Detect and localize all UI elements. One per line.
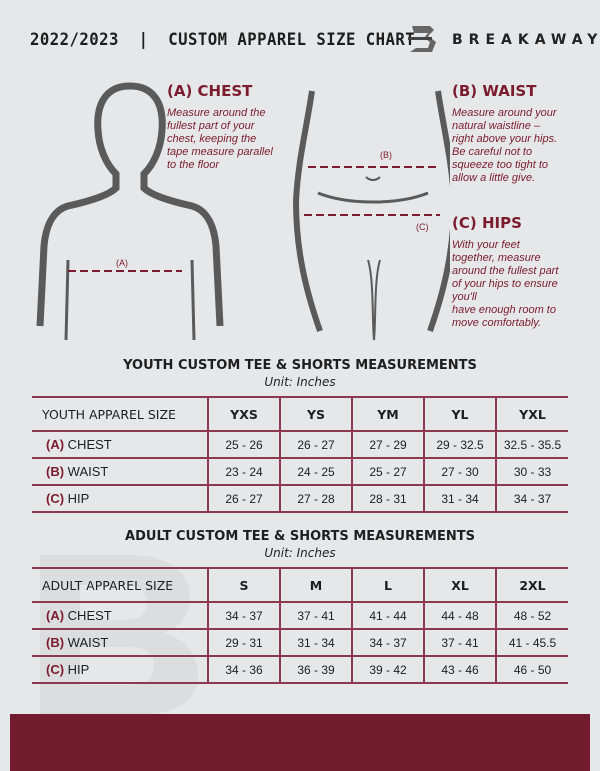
- waist-marker: (B): [380, 150, 392, 160]
- measurement-value: 29 - 31: [207, 629, 280, 657]
- youth-unit: Unit: Inches: [264, 375, 336, 389]
- waist-hips-figure-illustration: [292, 90, 450, 341]
- measurement-value: 28 - 31: [351, 485, 424, 513]
- measurement-value: 37 - 41: [423, 629, 496, 657]
- measurement-value: 37 - 41: [279, 602, 352, 630]
- size-header: S: [207, 568, 280, 603]
- table-row: (C) HIP 26 - 27 27 - 28 28 - 31 31 - 34 34 - …: [32, 485, 568, 513]
- measurement-value: 48 - 52: [495, 602, 568, 630]
- measurement-value: 31 - 34: [423, 485, 496, 513]
- size-header: XL: [423, 568, 496, 603]
- size-header: 2XL: [495, 568, 568, 603]
- size-header: YS: [279, 397, 352, 432]
- chest-instructions: Measure around the fullest part of your ch…: [167, 107, 273, 171]
- measurement-value: 34 - 37: [207, 602, 280, 630]
- adult-unit: Unit: Inches: [264, 546, 336, 560]
- measurement-value: 27 - 30: [423, 458, 496, 486]
- size-header: YL: [423, 397, 496, 432]
- measurement-value: 30 - 33: [495, 458, 568, 486]
- measurement-label: (B) WAIST: [32, 458, 208, 486]
- size-header: YM: [351, 397, 424, 432]
- table-header-row: YOUTH APPAREL SIZE YXS YS YM YL YXL: [32, 397, 568, 432]
- hips-marker: (C): [416, 222, 429, 232]
- measurement-label: (C) HIP: [32, 656, 208, 684]
- footer-band: [10, 714, 590, 771]
- measurement-value: 25 - 26: [207, 431, 280, 459]
- hips-instructions: With your feet together, measure around th…: [452, 239, 559, 329]
- measurement-value: 31 - 34: [279, 629, 352, 657]
- chest-figure-illustration: [36, 82, 224, 340]
- measurement-value: 41 - 44: [351, 602, 424, 630]
- youth-size-table: YOUTH APPAREL SIZE YXS YS YM YL YXL (A) …: [32, 396, 568, 513]
- table-row: (B) WAIST 29 - 31 31 - 34 34 - 37 37 - 41 41 …: [32, 629, 568, 657]
- row-header: ADULT APPAREL SIZE: [32, 568, 208, 603]
- size-header: M: [279, 568, 352, 603]
- measurement-label: (A) CHEST: [32, 602, 208, 630]
- breakaway-logo: [408, 26, 436, 52]
- table-row: (C) HIP 34 - 36 36 - 39 39 - 42 43 - 46 46 - …: [32, 656, 568, 684]
- measurement-label: (C) HIP: [32, 485, 208, 513]
- measurement-value: 34 - 37: [351, 629, 424, 657]
- row-header: YOUTH APPAREL SIZE: [32, 397, 208, 432]
- chest-heading: (A) CHEST: [167, 82, 253, 100]
- table-row: (A) CHEST 34 - 37 37 - 41 41 - 44 44 - 48 48 …: [32, 602, 568, 630]
- measurement-value: 36 - 39: [279, 656, 352, 684]
- waist-heading: (B) WAIST: [452, 82, 537, 100]
- size-header: YXL: [495, 397, 568, 432]
- measurement-value: 27 - 29: [351, 431, 424, 459]
- measurement-value: 34 - 37: [495, 485, 568, 513]
- table-row: (A) CHEST 25 - 26 26 - 27 27 - 29 29 - 32.5 3…: [32, 431, 568, 459]
- measurement-value: 39 - 42: [351, 656, 424, 684]
- adult-table-title: ADULT CUSTOM TEE & SHORTS MEASUREMENTS: [125, 529, 475, 544]
- measurement-value: 32.5 - 35.5: [495, 431, 568, 459]
- measurement-label: (A) CHEST: [32, 431, 208, 459]
- brand-name: BREAKAWAY: [452, 32, 600, 48]
- measurement-value: 29 - 32.5: [423, 431, 496, 459]
- page-title: 2022/2023 | CUSTOM APPAREL SIZE CHART: [30, 30, 416, 50]
- chest-marker: (A): [116, 258, 128, 268]
- measurement-value: 23 - 24: [207, 458, 280, 486]
- measurement-value: 26 - 27: [279, 431, 352, 459]
- measurement-value: 34 - 36: [207, 656, 280, 684]
- measurement-value: 44 - 48: [423, 602, 496, 630]
- measurement-value: 25 - 27: [351, 458, 424, 486]
- table-header-row: ADULT APPAREL SIZE S M L XL 2XL: [32, 568, 568, 603]
- measurement-value: 43 - 46: [423, 656, 496, 684]
- adult-size-table: ADULT APPAREL SIZE S M L XL 2XL (A) CHES…: [32, 567, 568, 684]
- size-header: L: [351, 568, 424, 603]
- size-header: YXS: [207, 397, 280, 432]
- youth-table-title: YOUTH CUSTOM TEE & SHORTS MEASUREMENTS: [123, 358, 477, 373]
- table-row: (B) WAIST 23 - 24 24 - 25 25 - 27 27 - 30 30 …: [32, 458, 568, 486]
- measurement-label: (B) WAIST: [32, 629, 208, 657]
- measurement-value: 26 - 27: [207, 485, 280, 513]
- measurement-value: 41 - 45.5: [495, 629, 568, 657]
- waist-instructions: Measure around your natural waistline – ri…: [452, 107, 558, 184]
- measurement-value: 27 - 28: [279, 485, 352, 513]
- measurement-value: 24 - 25: [279, 458, 352, 486]
- hips-heading: (C) HIPS: [452, 214, 522, 232]
- measurement-value: 46 - 50: [495, 656, 568, 684]
